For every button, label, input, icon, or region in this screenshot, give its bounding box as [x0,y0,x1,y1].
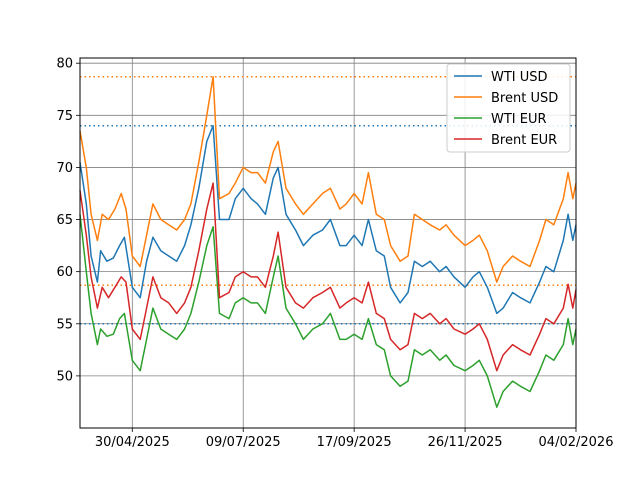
x-tick-label: 09/07/2025 [206,435,281,450]
series-line-wti-eur [79,214,577,408]
y-tick-label: 80 [56,57,73,72]
legend-label: WTI EUR [491,112,547,127]
series-line-brent-usd [79,76,577,283]
legend-label: Brent USD [491,91,558,106]
y-tick-label: 65 [56,213,73,228]
x-axis: 30/04/2025 09/07/2025 17/09/2025 26/11/2025… [95,428,614,450]
series-line-wti-usd [79,124,577,315]
plot-frame [79,57,577,429]
legend-label: WTI USD [491,70,548,85]
x-tick-label: 04/02/2026 [539,435,614,450]
y-tick-label: 70 [56,161,73,176]
y-tick-label: 55 [56,317,73,332]
x-tick-label: 17/09/2025 [317,435,392,450]
y-axis: 50 55 60 65 70 75 80 [56,57,80,384]
x-tick-label: 30/04/2025 [95,435,170,450]
y-tick-label: 60 [56,265,73,280]
legend-box [446,63,571,153]
series-line-brent-eur [79,182,577,372]
series-lines [79,76,577,408]
y-tick-label: 50 [56,369,73,384]
x-tick-label: 26/11/2025 [428,435,503,450]
legend-label: Brent EUR [491,133,557,148]
reference-lines [80,76,576,325]
legend: WTI USD Brent USD WTI EUR Brent EUR [446,63,571,153]
y-tick-label: 75 [56,109,73,124]
